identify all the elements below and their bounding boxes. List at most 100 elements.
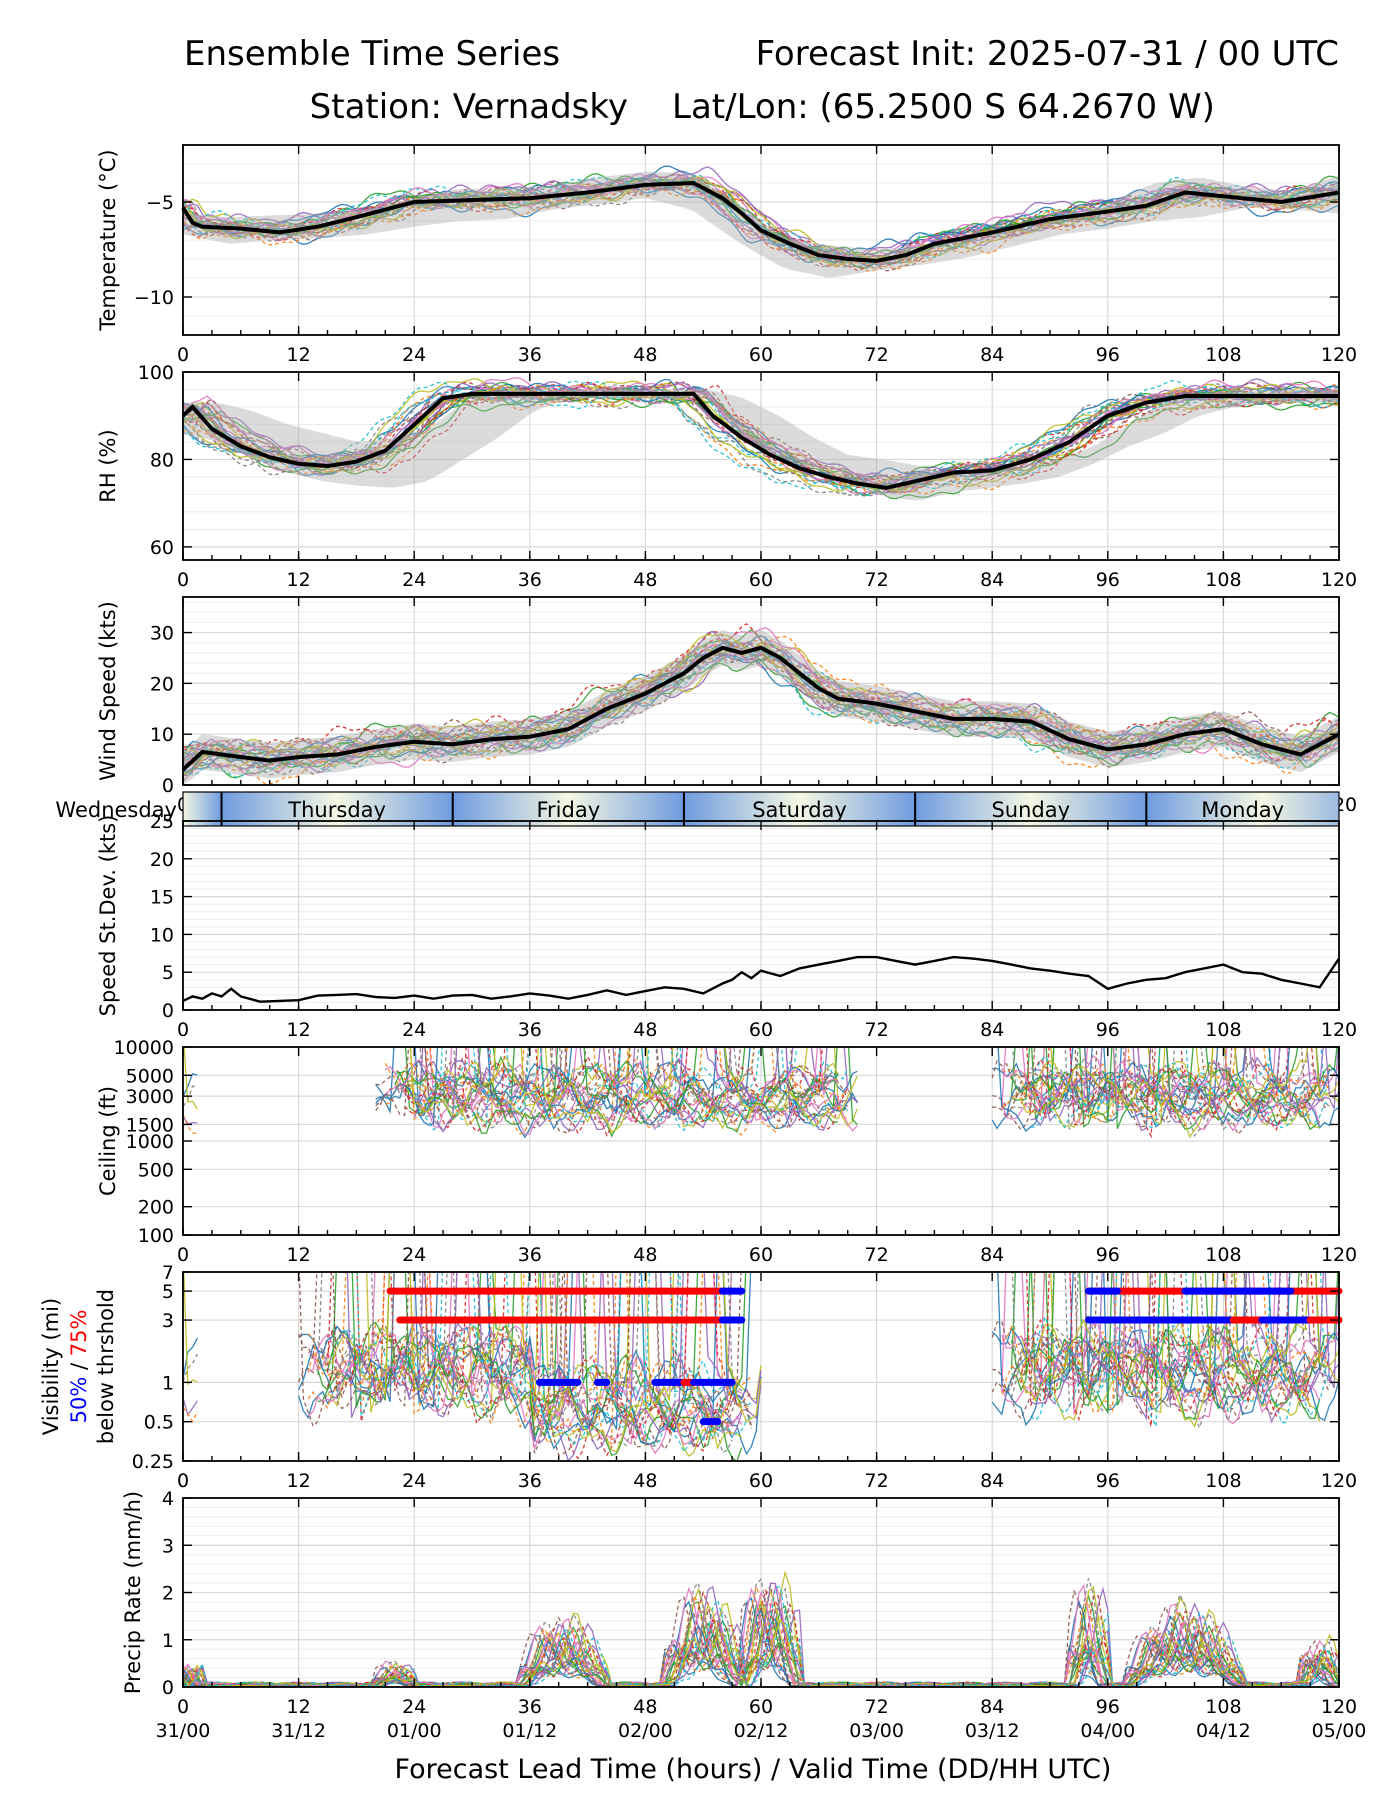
ceiling-x-tick-label: 72 bbox=[865, 1244, 889, 1266]
ceiling-member-line bbox=[375, 1047, 849, 1135]
wind-member-line bbox=[183, 634, 1339, 776]
ceiling-x-tick-label: 60 bbox=[749, 1244, 773, 1266]
temperature-y-label: Temperature (°C) bbox=[96, 149, 120, 331]
panels: −5−100 12 24 36 48 60 72 84 96 108 120Temperature … bbox=[39, 144, 1366, 1742]
speed_stdev-y-tick-label: 15 bbox=[150, 887, 174, 909]
valid-time-label: 03/12 bbox=[965, 1720, 1020, 1742]
visibility-member-line bbox=[336, 1272, 762, 1450]
temperature-y-tick-label: −5 bbox=[146, 192, 174, 214]
rh-x-tick-label: 24 bbox=[402, 569, 426, 591]
rh-y-tick-label: 100 bbox=[138, 362, 174, 384]
speed_stdev-x-tick-label: 0 bbox=[177, 1019, 189, 1041]
ceiling-x-tick-label: 108 bbox=[1205, 1244, 1241, 1266]
temperature-x-tick-label: 120 bbox=[1321, 344, 1357, 366]
ceiling-member-line bbox=[1001, 1047, 1311, 1125]
visibility-member-line bbox=[183, 1397, 198, 1417]
visibility-x-tick-label: 12 bbox=[287, 1470, 311, 1492]
rh-x-tick-label: 120 bbox=[1321, 569, 1357, 591]
ceiling-member-line bbox=[183, 1085, 198, 1107]
ceiling-member-line bbox=[1030, 1047, 1330, 1128]
temperature-panel: −5 −10 0 12 24 36 48 60 72 84 96 108 120 Temperature … bbox=[96, 144, 1357, 366]
visibility-threshold-bars bbox=[386, 1287, 1343, 1426]
rh-y-label: RH (%) bbox=[96, 429, 120, 502]
visibility-member-line bbox=[183, 1407, 198, 1423]
rh-x-tick-label: 0 bbox=[177, 569, 189, 591]
precip-x-tick-label: 96 bbox=[1096, 1696, 1120, 1718]
rh-member-line bbox=[183, 388, 1339, 495]
precip-y-tick-label: 3 bbox=[162, 1535, 174, 1557]
precip-ticks bbox=[182, 1497, 1340, 1688]
visibility-member-line bbox=[1030, 1272, 1311, 1424]
wind-member-line bbox=[183, 654, 1339, 774]
rh-ticks bbox=[182, 371, 1340, 560]
temperature-x-tick-label: 84 bbox=[980, 344, 1004, 366]
ceiling-y-tick-label: 100 bbox=[138, 1225, 174, 1247]
precip-x-tick-label: 48 bbox=[633, 1696, 657, 1718]
precip-x-tick-label: 84 bbox=[980, 1696, 1004, 1718]
ceiling-member-line bbox=[404, 1047, 839, 1130]
precip-x-tick-label: 12 bbox=[287, 1696, 311, 1718]
ceiling-ensemble bbox=[183, 1047, 1339, 1139]
speed_stdev-x-tick-label: 84 bbox=[980, 1019, 1004, 1041]
speed_stdev-y-tick-label: 10 bbox=[150, 924, 174, 946]
ceiling-x-tick-label: 96 bbox=[1096, 1244, 1120, 1266]
visibility-x-tick-label: 24 bbox=[402, 1470, 426, 1492]
speed_stdev-x-tick-label: 36 bbox=[518, 1019, 542, 1041]
wind-member-line bbox=[183, 650, 1339, 776]
wind-member-line bbox=[183, 646, 1339, 773]
temperature-mean-line bbox=[181, 180, 1340, 263]
speed-stdev-y-label: Speed St.Dev. (kts) bbox=[96, 815, 120, 1017]
valid-time-label: 04/00 bbox=[1080, 1720, 1135, 1742]
valid-time-label: 03/00 bbox=[849, 1720, 904, 1742]
speed_stdev-x-tick-label: 72 bbox=[865, 1019, 889, 1041]
speed_stdev-y-tick-label: 25 bbox=[150, 811, 174, 833]
rh-x-tick-label: 96 bbox=[1096, 569, 1120, 591]
title-right: Forecast Init: 2025-07-31 / 00 UTC bbox=[756, 34, 1339, 74]
ceiling-member-line bbox=[419, 1047, 849, 1123]
ceiling-y-tick-label: 10000 bbox=[114, 1037, 174, 1059]
visibility-x-tick-label: 48 bbox=[633, 1470, 657, 1492]
speed_stdev-x-tick-label: 120 bbox=[1321, 1019, 1357, 1041]
temperature-member-line bbox=[183, 180, 1339, 267]
visibility-y-tick-label: 5 bbox=[162, 1281, 174, 1303]
visibility-y-tick-label: 7 bbox=[162, 1262, 174, 1284]
temperature-x-tick-label: 0 bbox=[177, 344, 189, 366]
precip-ensemble bbox=[183, 1570, 1339, 1687]
ceiling-x-tick-label: 0 bbox=[177, 1244, 189, 1266]
wind-y-tick-label: 30 bbox=[150, 623, 174, 645]
rh-x-tick-label: 108 bbox=[1205, 569, 1241, 591]
ceiling-member-line bbox=[1001, 1047, 1321, 1126]
wind-panel: 010203001224364860728496108120Wind Speed… bbox=[96, 596, 1357, 816]
ceiling-x-tick-label: 12 bbox=[287, 1244, 311, 1266]
rh-x-tick-label: 12 bbox=[287, 569, 311, 591]
ceiling-y-tick-label: 5000 bbox=[126, 1065, 174, 1087]
ceiling-y-tick-label: 1500 bbox=[126, 1114, 174, 1136]
day-label-wednesday: Wednesday bbox=[55, 798, 177, 822]
temperature-member-line bbox=[183, 183, 1339, 271]
temperature-member-line bbox=[183, 173, 1339, 261]
speed_stdev-x-tick-label: 96 bbox=[1096, 1019, 1120, 1041]
wind-member-line bbox=[183, 642, 1339, 777]
precip-y-tick-label: 4 bbox=[162, 1488, 174, 1510]
wind-y-tick-label: 0 bbox=[162, 775, 174, 797]
speed_stdev-y-tick-label: 20 bbox=[150, 849, 174, 871]
precip-x-tick-label: 60 bbox=[749, 1696, 773, 1718]
ceiling-member-line bbox=[183, 1114, 198, 1134]
day-label-thursday: Thursday bbox=[287, 798, 386, 822]
visibility-threshold-label: below thrshold bbox=[94, 1289, 118, 1444]
precip-x-tick-label: 0 bbox=[177, 1696, 189, 1718]
ceiling-member-line bbox=[1020, 1047, 1339, 1129]
ceiling-x-tick-label: 84 bbox=[980, 1244, 1004, 1266]
rh-mean-line bbox=[181, 391, 1339, 490]
valid-time-label: 04/12 bbox=[1196, 1720, 1251, 1742]
precip-y-label: Precip Rate (mm/h) bbox=[121, 1491, 145, 1694]
rh-member-line bbox=[183, 380, 1339, 490]
visibility-y-tick-label: 1 bbox=[162, 1372, 174, 1394]
precip-member-line bbox=[183, 1570, 1339, 1687]
visibility-member-line bbox=[1030, 1272, 1330, 1427]
visibility-member-line bbox=[298, 1272, 733, 1454]
precip-member-line bbox=[183, 1577, 1339, 1687]
ceiling-x-tick-label: 36 bbox=[518, 1244, 542, 1266]
precip-x-tick-label: 24 bbox=[402, 1696, 426, 1718]
ceiling-x-tick-label: 24 bbox=[402, 1244, 426, 1266]
